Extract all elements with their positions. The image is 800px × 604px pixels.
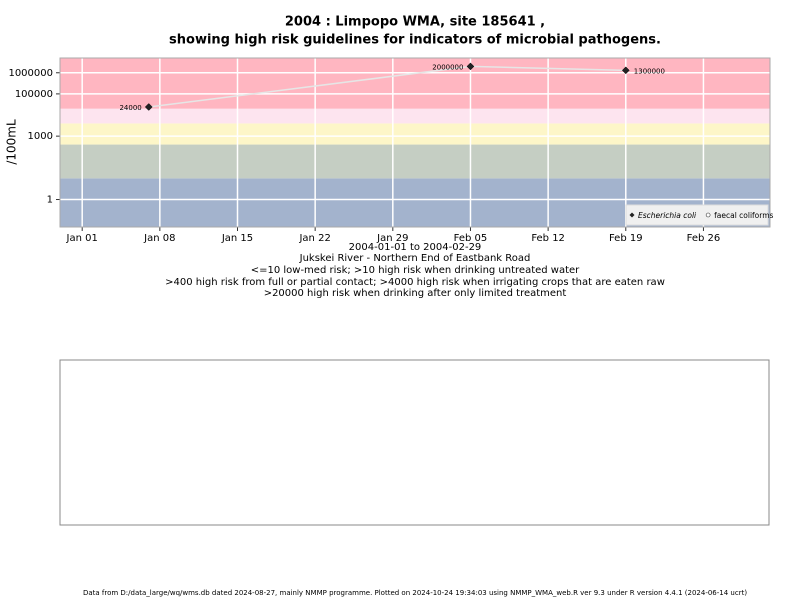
note: <=10 low-med risk; >10 high risk when dr… <box>251 265 580 276</box>
x-tick-label: Jan 01 <box>66 233 98 244</box>
x-tick-label: Feb 26 <box>687 233 721 244</box>
y-axis-label: /100mL <box>5 119 19 165</box>
data-point <box>621 66 630 75</box>
risk-band <box>60 123 770 145</box>
data-label: 2000000 <box>432 63 463 71</box>
x-tick-label: Feb 19 <box>609 233 643 244</box>
risk-band <box>60 108 770 124</box>
note: >400 high risk from full or partial cont… <box>165 277 665 288</box>
legend-marker <box>629 212 635 218</box>
plot-frame <box>59 57 771 228</box>
risk-band <box>60 58 770 109</box>
x-tick-label: Jan 22 <box>298 233 330 244</box>
data-label: 24000 <box>119 104 141 112</box>
x-axis-label: 2004-01-01 to 2004-02-29 <box>349 242 482 253</box>
x-tick-label: Feb 12 <box>531 233 565 244</box>
y-tick-label: 1000 <box>28 131 53 142</box>
legend-label: Escherichia coli <box>638 211 697 220</box>
legend-marker <box>705 212 711 218</box>
x-tick-label: Jan 08 <box>143 233 175 244</box>
chart-title: showing high risk guidelines for indicat… <box>169 33 661 48</box>
y-tick-label: 1 <box>47 195 53 206</box>
note: Jukskei River - Northern End of Eastbank… <box>299 253 531 264</box>
x-tick-label: Jan 15 <box>221 233 253 244</box>
y-tick-label: 100000 <box>15 89 53 100</box>
y-tick-label: 1000000 <box>8 68 53 79</box>
footer: Data from D:/data_large/wq/wms.db dated … <box>83 589 747 597</box>
legend-label: faecal coliforms <box>714 211 773 220</box>
chart-title: 2004 : Limpopo WMA, site 185641 , <box>285 15 545 30</box>
data-label: 1300000 <box>634 67 665 75</box>
x-tick-label: Jan 29 <box>376 233 408 244</box>
legend-box <box>625 204 769 226</box>
data-point <box>466 62 475 71</box>
data-point <box>144 103 153 111</box>
risk-band <box>60 144 770 179</box>
empty-panel <box>59 359 770 526</box>
x-tick-label: Feb 05 <box>454 233 488 244</box>
note: >20000 high risk when drinking after onl… <box>264 288 567 299</box>
